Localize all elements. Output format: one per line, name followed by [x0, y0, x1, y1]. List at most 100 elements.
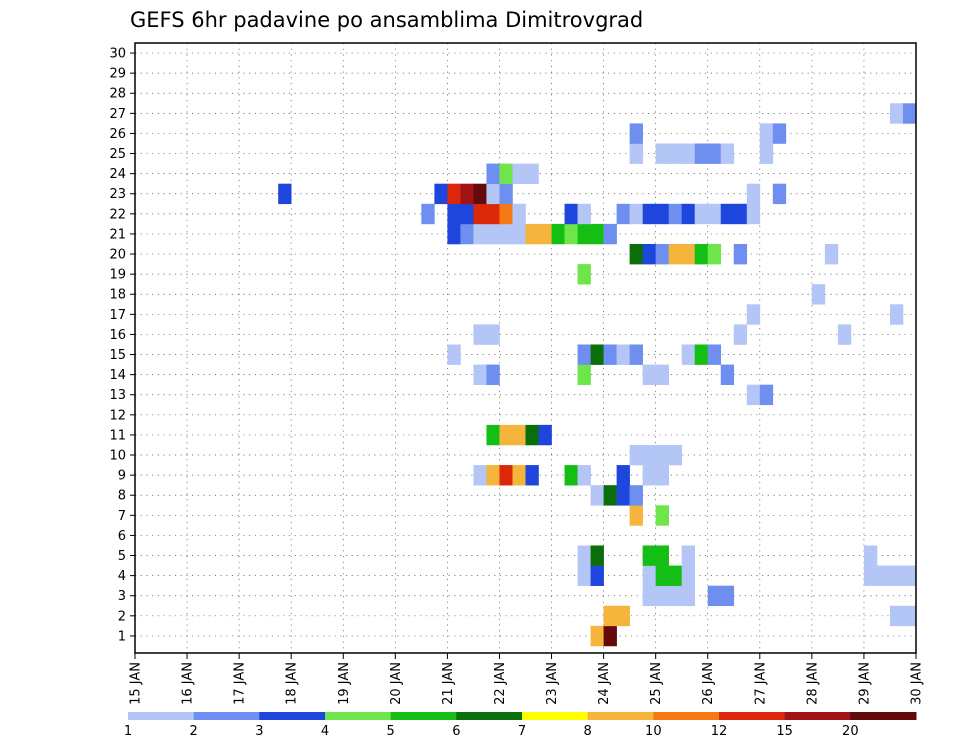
legend-label: 3: [255, 724, 263, 739]
heatmap-cell: [525, 465, 539, 486]
y-tick-label: 24: [109, 167, 126, 182]
heatmap-cell: [889, 103, 904, 124]
heatmap-cell: [525, 163, 539, 184]
x-tick-label: 29 JAN: [857, 662, 872, 705]
legend-label: 12: [711, 724, 728, 739]
heatmap-cell: [629, 505, 643, 526]
y-tick-label: 9: [118, 469, 126, 484]
heatmap-cell: [746, 183, 761, 205]
legend-swatch: [784, 712, 851, 720]
heatmap-cell: [655, 143, 669, 164]
heatmap-cell: [577, 223, 591, 245]
y-tick-label: 17: [109, 308, 126, 323]
x-tick-label: 26 JAN: [701, 662, 716, 705]
y-axis-ticks: 1234567891011121314151617181920212223242…: [109, 47, 135, 644]
y-tick-label: 3: [118, 589, 126, 604]
x-tick-label: 15 JAN: [129, 662, 144, 705]
heatmap-cell: [681, 545, 696, 566]
heatmap-cell: [902, 565, 917, 586]
heatmap-cell: [759, 143, 774, 164]
y-tick-label: 28: [109, 87, 126, 102]
legend-label: 15: [776, 724, 793, 739]
heatmap-cell: [811, 284, 826, 305]
heatmap-cell: [577, 465, 591, 486]
heatmap-cell: [629, 243, 643, 265]
heatmap-cell: [889, 605, 904, 627]
heatmap-cell: [733, 243, 748, 265]
heatmap-cell: [720, 585, 735, 607]
legend-label: 1: [124, 724, 132, 739]
legend-label: 20: [842, 724, 859, 739]
y-tick-label: 5: [118, 549, 126, 564]
heatmap-cells: [278, 103, 917, 647]
heatmap-cell: [590, 565, 604, 586]
heatmap-cell: [668, 585, 682, 607]
heatmap-cell: [486, 163, 500, 184]
heatmap-cell: [590, 545, 604, 566]
heatmap-cell: [538, 424, 552, 446]
heatmap-cell: [837, 324, 852, 345]
heatmap-cell: [655, 585, 669, 607]
legend-label: 6: [452, 724, 460, 739]
heatmap-cell: [772, 123, 787, 144]
heatmap-cell: [655, 505, 669, 526]
heatmap-cell: [668, 143, 682, 164]
heatmap-cell: [278, 183, 292, 205]
heatmap-cell: [486, 364, 500, 385]
y-tick-label: 30: [109, 47, 126, 62]
heatmap-cell: [564, 223, 578, 245]
y-tick-label: 13: [109, 388, 126, 403]
heatmap-cell: [486, 223, 500, 245]
heatmap-cell: [473, 183, 487, 205]
x-tick-label: 24 JAN: [597, 662, 612, 705]
heatmap-cell: [707, 344, 722, 365]
heatmap-cell: [746, 304, 761, 325]
chart-title: GEFS 6hr padavine po ansamblima Dimitrov…: [130, 8, 643, 32]
heatmap-cell: [577, 344, 591, 365]
heatmap-cell: [512, 465, 526, 486]
heatmap-cell: [499, 163, 513, 184]
heatmap-cell: [772, 183, 787, 205]
heatmap-cell: [707, 143, 722, 164]
heatmap-cell: [629, 143, 643, 164]
y-tick-label: 26: [109, 127, 126, 142]
heatmap-cell: [642, 565, 656, 586]
heatmap-cell: [551, 223, 565, 245]
heatmap-cell: [538, 223, 552, 245]
heatmap-cell: [590, 625, 604, 647]
heatmap-cell: [668, 444, 682, 466]
heatmap-cell: [616, 465, 630, 486]
x-tick-label: 25 JAN: [649, 662, 664, 705]
heatmap-cell: [616, 344, 630, 365]
heatmap-cell: [668, 203, 682, 225]
heatmap-cell: [655, 243, 669, 265]
grid-lines: [135, 43, 916, 653]
heatmap-cell: [720, 143, 735, 164]
heatmap-cell: [707, 243, 722, 265]
y-tick-label: 6: [118, 529, 126, 544]
heatmap-cell: [694, 143, 709, 164]
heatmap-cell: [642, 444, 656, 466]
y-tick-label: 8: [118, 489, 126, 504]
heatmap-cell: [720, 364, 735, 385]
heatmap-cell: [642, 585, 656, 607]
heatmap-cell: [577, 203, 591, 225]
heatmap-cell: [447, 223, 461, 245]
heatmap-cell: [603, 625, 617, 647]
heatmap-cell: [512, 424, 526, 446]
x-tick-label: 27 JAN: [753, 662, 768, 705]
y-tick-label: 22: [109, 207, 126, 222]
heatmap-cell: [590, 344, 604, 365]
plot-frame: [134, 42, 917, 654]
y-tick-label: 4: [118, 569, 126, 584]
legend-swatch: [719, 712, 786, 720]
heatmap-cell: [642, 545, 656, 566]
heatmap-cell: [499, 223, 513, 245]
heatmap-cell: [668, 565, 682, 586]
heatmap-cell: [681, 143, 696, 164]
heatmap-cell: [473, 223, 487, 245]
heatmap-cell: [447, 183, 461, 205]
heatmap-cell: [655, 444, 669, 466]
heatmap-cell: [499, 203, 513, 225]
color-legend: 1 2 3 4 5 6 7 8 10 12 15 20: [124, 712, 917, 739]
